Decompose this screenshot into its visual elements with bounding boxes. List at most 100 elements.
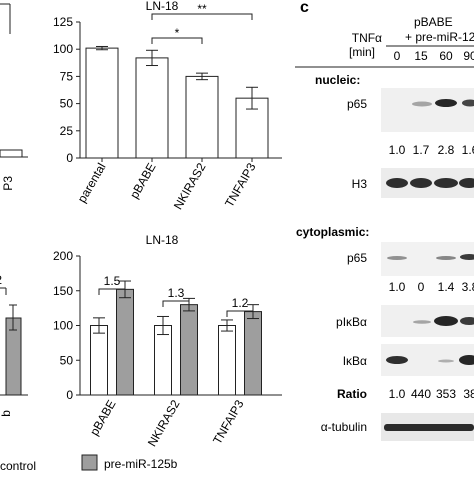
x-tick-label: NKIRAS2 (171, 160, 209, 212)
band (436, 256, 456, 260)
band (459, 355, 474, 365)
top-bar-chart: LN-18 0 25 50 75 100 125 parental pBABE NKIRAS2… (53, 0, 282, 212)
lane-value: 1.0 (389, 143, 406, 157)
ratio-bracket (226, 310, 254, 317)
lane-value: 0 (418, 280, 425, 294)
blot-label-h3: H3 (352, 177, 368, 191)
chart-title: LN-18 (146, 0, 179, 13)
panel-letter: c (300, 0, 309, 16)
ratio-label: 1.2 (232, 296, 249, 310)
y-tick-label: 125 (53, 15, 73, 29)
partial-ratio-label: 2 (0, 273, 2, 287)
x-tick-label: NKIRAS2 (145, 397, 183, 449)
ratio-label: Ratio (337, 387, 367, 401)
lane-value: 1.0 (389, 280, 406, 294)
construct-label: pBABE (414, 15, 453, 29)
band (386, 356, 408, 364)
lane-value: 2.8 (438, 143, 455, 157)
construct-label: + pre-miR-125 (405, 30, 474, 44)
blot-label-p65: p65 (347, 97, 367, 111)
band (434, 316, 458, 326)
y-tick-label: 0 (66, 388, 73, 402)
blot-label-pikba: pIκBα (336, 315, 367, 329)
lane-value: 353 (436, 387, 456, 401)
band (384, 424, 474, 431)
cytoplasmic-header: cytoplasmic: (296, 225, 369, 239)
band (386, 178, 408, 188)
y-tick-label: 200 (53, 249, 73, 263)
y-tick-label: 100 (53, 42, 73, 56)
legend: control pre-miR-125b (0, 454, 178, 473)
lane-value: 440 (411, 387, 431, 401)
ratio-label: 1.5 (104, 274, 121, 288)
y-tick-label: 75 (60, 69, 74, 83)
y-tick-label: 0 (66, 151, 73, 165)
band (413, 320, 431, 324)
legend-mir-label: pre-miR-125b (104, 457, 178, 471)
band (460, 317, 474, 325)
left-partial-top-chart: P3 (0, 3, 28, 191)
band (459, 178, 474, 188)
ratio-bracket (162, 300, 190, 307)
legend-mir-swatch (81, 454, 98, 471)
bar (116, 288, 134, 396)
timepoint-label: 15 (414, 49, 428, 63)
significance-bracket (151, 13, 253, 20)
lane-value: 1.7 (413, 143, 430, 157)
band (460, 254, 474, 260)
blot-p65-nucleic (381, 88, 474, 132)
bar (185, 75, 219, 159)
blot-p65-cyto (381, 242, 474, 276)
band (434, 178, 458, 188)
ratio-bracket (98, 288, 126, 295)
bar (90, 325, 108, 396)
nucleic-header: nucleic: (315, 73, 360, 87)
bar (85, 47, 119, 159)
timepoint-label: 60 (439, 49, 453, 63)
x-tick-label: parental (75, 161, 109, 206)
band (410, 178, 432, 188)
ratio-label: 1.3 (168, 286, 185, 300)
significance-label: * (175, 26, 180, 40)
band (412, 101, 432, 107)
unit-label: [min] (349, 45, 375, 59)
treatment-label: TNFα (352, 31, 382, 45)
significance-bracket (151, 37, 203, 44)
blot-label-tubulin: α-tubulin (321, 420, 367, 434)
y-tick-label: 50 (60, 97, 74, 111)
blot-label-p65-cyto: p65 (347, 251, 367, 265)
band (387, 256, 407, 260)
lane-value: 38 (463, 387, 474, 401)
bar (154, 325, 172, 396)
timepoint-label: 0 (394, 49, 401, 63)
x-tick-label: pBABE (87, 398, 118, 439)
bar (180, 304, 198, 396)
lane-value: 1.6 (462, 143, 474, 157)
lane-value: 1.0 (389, 387, 406, 401)
band (462, 99, 474, 107)
legend-control-label: control (0, 459, 36, 473)
blot-label-ikba: IκBα (343, 354, 367, 368)
y-tick-label: 50 (60, 353, 74, 367)
bar (135, 57, 169, 159)
band (438, 359, 454, 363)
blot-pikba (381, 305, 474, 337)
band (435, 99, 457, 107)
lane-value: 1.4 (438, 280, 455, 294)
partial-tick-label: b (0, 410, 13, 417)
chart-title: LN-18 (146, 233, 179, 247)
partial-bar (0, 149, 23, 158)
left-partial-bottom-chart: 2 b (0, 273, 28, 417)
y-tick-label: 150 (53, 284, 73, 298)
timepoint-label: 90 (463, 49, 474, 63)
x-tick-label: TNFAIP3 (222, 160, 259, 209)
y-tick-label: 25 (60, 124, 74, 138)
y-tick-label: 100 (53, 319, 73, 333)
bottom-bar-chart: LN-18 0 50 100 150 200 1.5 pBABE 1.3 NKIRAS2 1.2… (53, 233, 282, 449)
significance-label: ** (197, 2, 207, 16)
lane-value: 3.8 (462, 280, 474, 294)
bar (218, 325, 236, 396)
western-blot-panel: c TNFα [min] pBABE + pre-miR-125 0 15 60 90… (295, 0, 474, 441)
bar (244, 311, 262, 396)
